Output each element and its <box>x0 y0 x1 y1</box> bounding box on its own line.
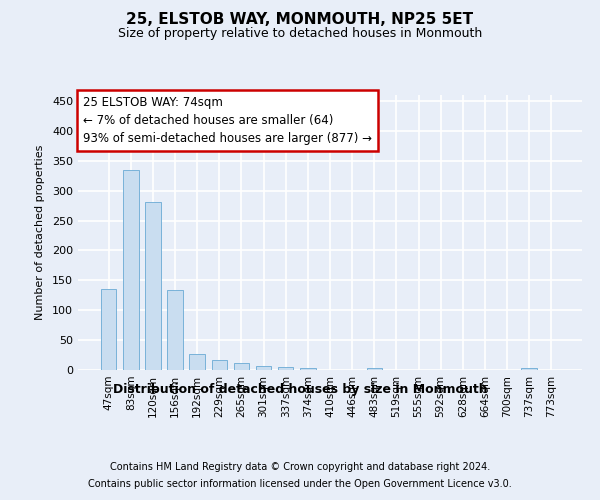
Y-axis label: Number of detached properties: Number of detached properties <box>35 145 45 320</box>
Text: Contains public sector information licensed under the Open Government Licence v3: Contains public sector information licen… <box>88 479 512 489</box>
Bar <box>101 290 116 370</box>
Bar <box>167 290 183 370</box>
Text: Size of property relative to detached houses in Monmouth: Size of property relative to detached ho… <box>118 28 482 40</box>
Bar <box>234 363 249 370</box>
Bar <box>256 366 271 370</box>
Text: 25, ELSTOB WAY, MONMOUTH, NP25 5ET: 25, ELSTOB WAY, MONMOUTH, NP25 5ET <box>127 12 473 28</box>
Text: Contains HM Land Registry data © Crown copyright and database right 2024.: Contains HM Land Registry data © Crown c… <box>110 462 490 472</box>
Text: Distribution of detached houses by size in Monmouth: Distribution of detached houses by size … <box>113 382 487 396</box>
Bar <box>123 170 139 370</box>
Bar <box>212 360 227 370</box>
Bar <box>367 368 382 370</box>
Bar <box>145 202 161 370</box>
Bar <box>300 368 316 370</box>
Text: 25 ELSTOB WAY: 74sqm
← 7% of detached houses are smaller (64)
93% of semi-detach: 25 ELSTOB WAY: 74sqm ← 7% of detached ho… <box>83 96 372 146</box>
Bar <box>190 354 205 370</box>
Bar <box>278 367 293 370</box>
Bar <box>521 368 537 370</box>
